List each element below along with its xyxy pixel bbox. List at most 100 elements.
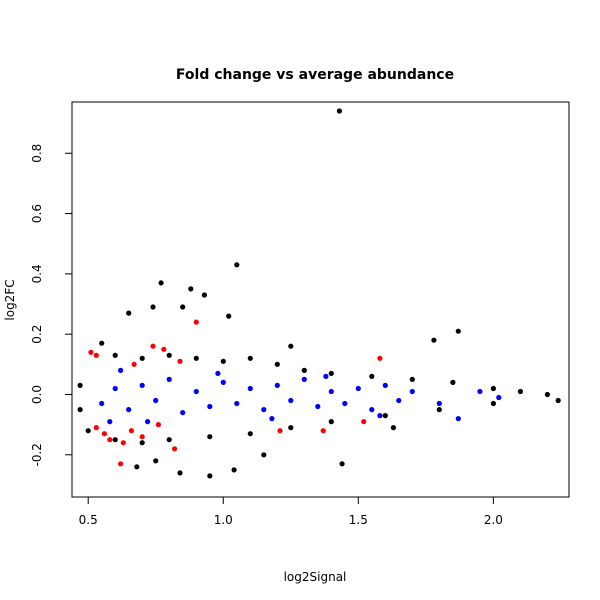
- data-point: [126, 407, 132, 413]
- data-point: [153, 397, 159, 404]
- data-point: [382, 413, 388, 419]
- data-point: [320, 428, 326, 434]
- data-point: [118, 367, 124, 373]
- y-axis: -0.2 0.0 0.2 0.4 0.6 0.8: [30, 144, 73, 466]
- data-point: [269, 416, 275, 422]
- data-point: [88, 349, 94, 355]
- data-point: [377, 413, 383, 419]
- data-point: [288, 343, 294, 349]
- data-point: [544, 391, 551, 398]
- y-tick-label: 0.2: [30, 325, 44, 344]
- data-point: [134, 464, 140, 470]
- data-point: [107, 437, 113, 443]
- data-point: [139, 355, 145, 361]
- points-layer: [77, 108, 561, 479]
- data-point: [436, 407, 442, 413]
- data-point: [369, 407, 375, 413]
- data-point: [112, 437, 118, 443]
- data-point: [126, 310, 132, 316]
- data-point: [226, 313, 232, 319]
- data-point: [177, 470, 183, 476]
- data-point: [247, 385, 253, 392]
- data-point: [107, 419, 113, 425]
- data-point: [382, 382, 388, 388]
- y-tick-label: 0.4: [30, 264, 44, 283]
- data-point: [166, 352, 172, 358]
- data-point: [234, 400, 240, 407]
- data-point: [301, 376, 307, 382]
- x-tick-label: 2.0: [484, 513, 503, 527]
- data-point: [139, 382, 145, 388]
- data-point: [261, 407, 267, 413]
- plot-frame: [71, 101, 570, 498]
- data-point: [99, 340, 105, 346]
- data-point: [207, 403, 213, 410]
- data-point: [247, 355, 253, 361]
- chart-title: Fold change vs average abundance: [176, 67, 454, 83]
- data-point: [517, 388, 524, 395]
- data-point: [455, 416, 461, 422]
- data-point: [301, 367, 307, 373]
- x-tick-label: 1.5: [349, 513, 368, 527]
- data-point: [155, 422, 161, 428]
- data-point: [131, 361, 137, 367]
- data-point: [409, 376, 415, 382]
- data-point: [99, 400, 105, 407]
- data-point: [436, 400, 442, 407]
- data-point: [323, 373, 329, 379]
- data-point: [120, 440, 126, 446]
- data-point: [193, 355, 199, 361]
- x-axis: 0.5 1.0 1.5 2.0: [79, 496, 503, 527]
- data-point: [118, 461, 124, 467]
- data-point: [172, 446, 178, 452]
- x-axis-label: log2Signal: [284, 570, 347, 584]
- data-point: [220, 379, 226, 385]
- data-point: [166, 437, 172, 443]
- data-point: [455, 328, 461, 334]
- data-point: [77, 382, 83, 388]
- data-point: [369, 373, 375, 379]
- data-point: [377, 355, 383, 361]
- data-point: [315, 403, 321, 410]
- data-point: [396, 397, 402, 404]
- data-point: [93, 425, 99, 431]
- data-point: [128, 428, 134, 434]
- data-point: [274, 361, 280, 367]
- data-point: [390, 425, 396, 431]
- data-point: [328, 388, 334, 395]
- data-point: [220, 358, 226, 364]
- data-point: [112, 385, 118, 392]
- data-point: [328, 419, 334, 425]
- data-point: [409, 388, 415, 395]
- data-point: [288, 425, 294, 431]
- data-point: [166, 376, 172, 382]
- y-tick-label: -0.2: [30, 443, 44, 466]
- data-point: [207, 473, 213, 479]
- data-point: [231, 467, 237, 473]
- y-tick-label: 0.8: [30, 144, 44, 163]
- data-point: [336, 108, 342, 114]
- y-tick-label: 0.6: [30, 204, 44, 223]
- data-point: [150, 304, 156, 310]
- data-point: [339, 461, 345, 467]
- data-point: [150, 343, 156, 349]
- data-point: [139, 440, 145, 446]
- data-point: [490, 400, 496, 407]
- data-point: [112, 352, 118, 358]
- data-point: [180, 304, 186, 310]
- data-point: [361, 419, 367, 425]
- x-tick-label: 0.5: [79, 513, 98, 527]
- data-point: [328, 370, 334, 376]
- data-point: [139, 434, 145, 440]
- data-point: [201, 292, 207, 298]
- data-point: [180, 410, 186, 416]
- data-point: [93, 352, 99, 358]
- data-point: [193, 319, 199, 325]
- data-point: [177, 358, 183, 364]
- data-point: [490, 385, 496, 392]
- data-point: [288, 397, 294, 404]
- data-point: [215, 370, 221, 376]
- data-point: [188, 286, 194, 292]
- data-point: [355, 385, 361, 392]
